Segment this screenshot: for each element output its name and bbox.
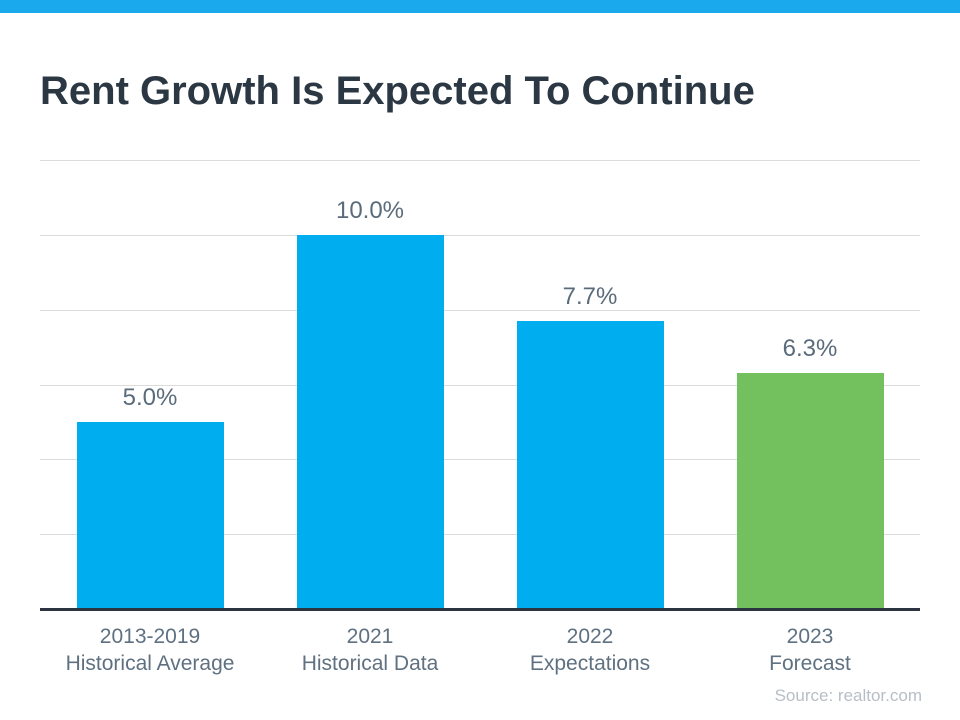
bar-2022 (516, 321, 664, 609)
bar-2023 (736, 373, 884, 609)
category-label-line: Expectations (529, 652, 651, 675)
category-label-line: Forecast (769, 652, 851, 675)
gridline-10pct (40, 235, 920, 236)
category-label-2022: 2022 Expectations (480, 623, 700, 677)
category-label-line: Historical Average (65, 652, 235, 675)
category-label-line: 2023 (786, 625, 834, 648)
gridline-12pct (40, 160, 920, 161)
value-label-2013-2019: 5.0% (122, 384, 178, 411)
category-label-line: Historical Data (301, 652, 439, 675)
bar-2013-2019 (76, 422, 224, 609)
category-label-2023: 2023 Forecast (700, 623, 920, 677)
category-label-line: 2022 (566, 625, 614, 648)
top-accent-bar (0, 0, 960, 13)
x-axis-line (40, 608, 920, 611)
value-label-2021: 10.0% (335, 197, 405, 224)
chart-title: Rent Growth Is Expected To Continue (40, 68, 755, 113)
category-label-line: 2021 (346, 625, 394, 648)
bar-2021 (296, 235, 444, 609)
gridline-6pct (40, 385, 920, 386)
gridline-4pct (40, 459, 920, 460)
category-label-2021: 2021 Historical Data (260, 623, 480, 677)
category-label-2013-2019: 2013-2019 Historical Average (40, 623, 260, 677)
gridline-2pct (40, 534, 920, 535)
value-label-2022: 7.7% (562, 283, 618, 310)
gridline-8pct (40, 310, 920, 311)
source-attribution: Source: realtor.com (774, 686, 922, 705)
category-label-line: 2013-2019 (99, 625, 201, 648)
value-label-2023: 6.3% (782, 335, 838, 362)
